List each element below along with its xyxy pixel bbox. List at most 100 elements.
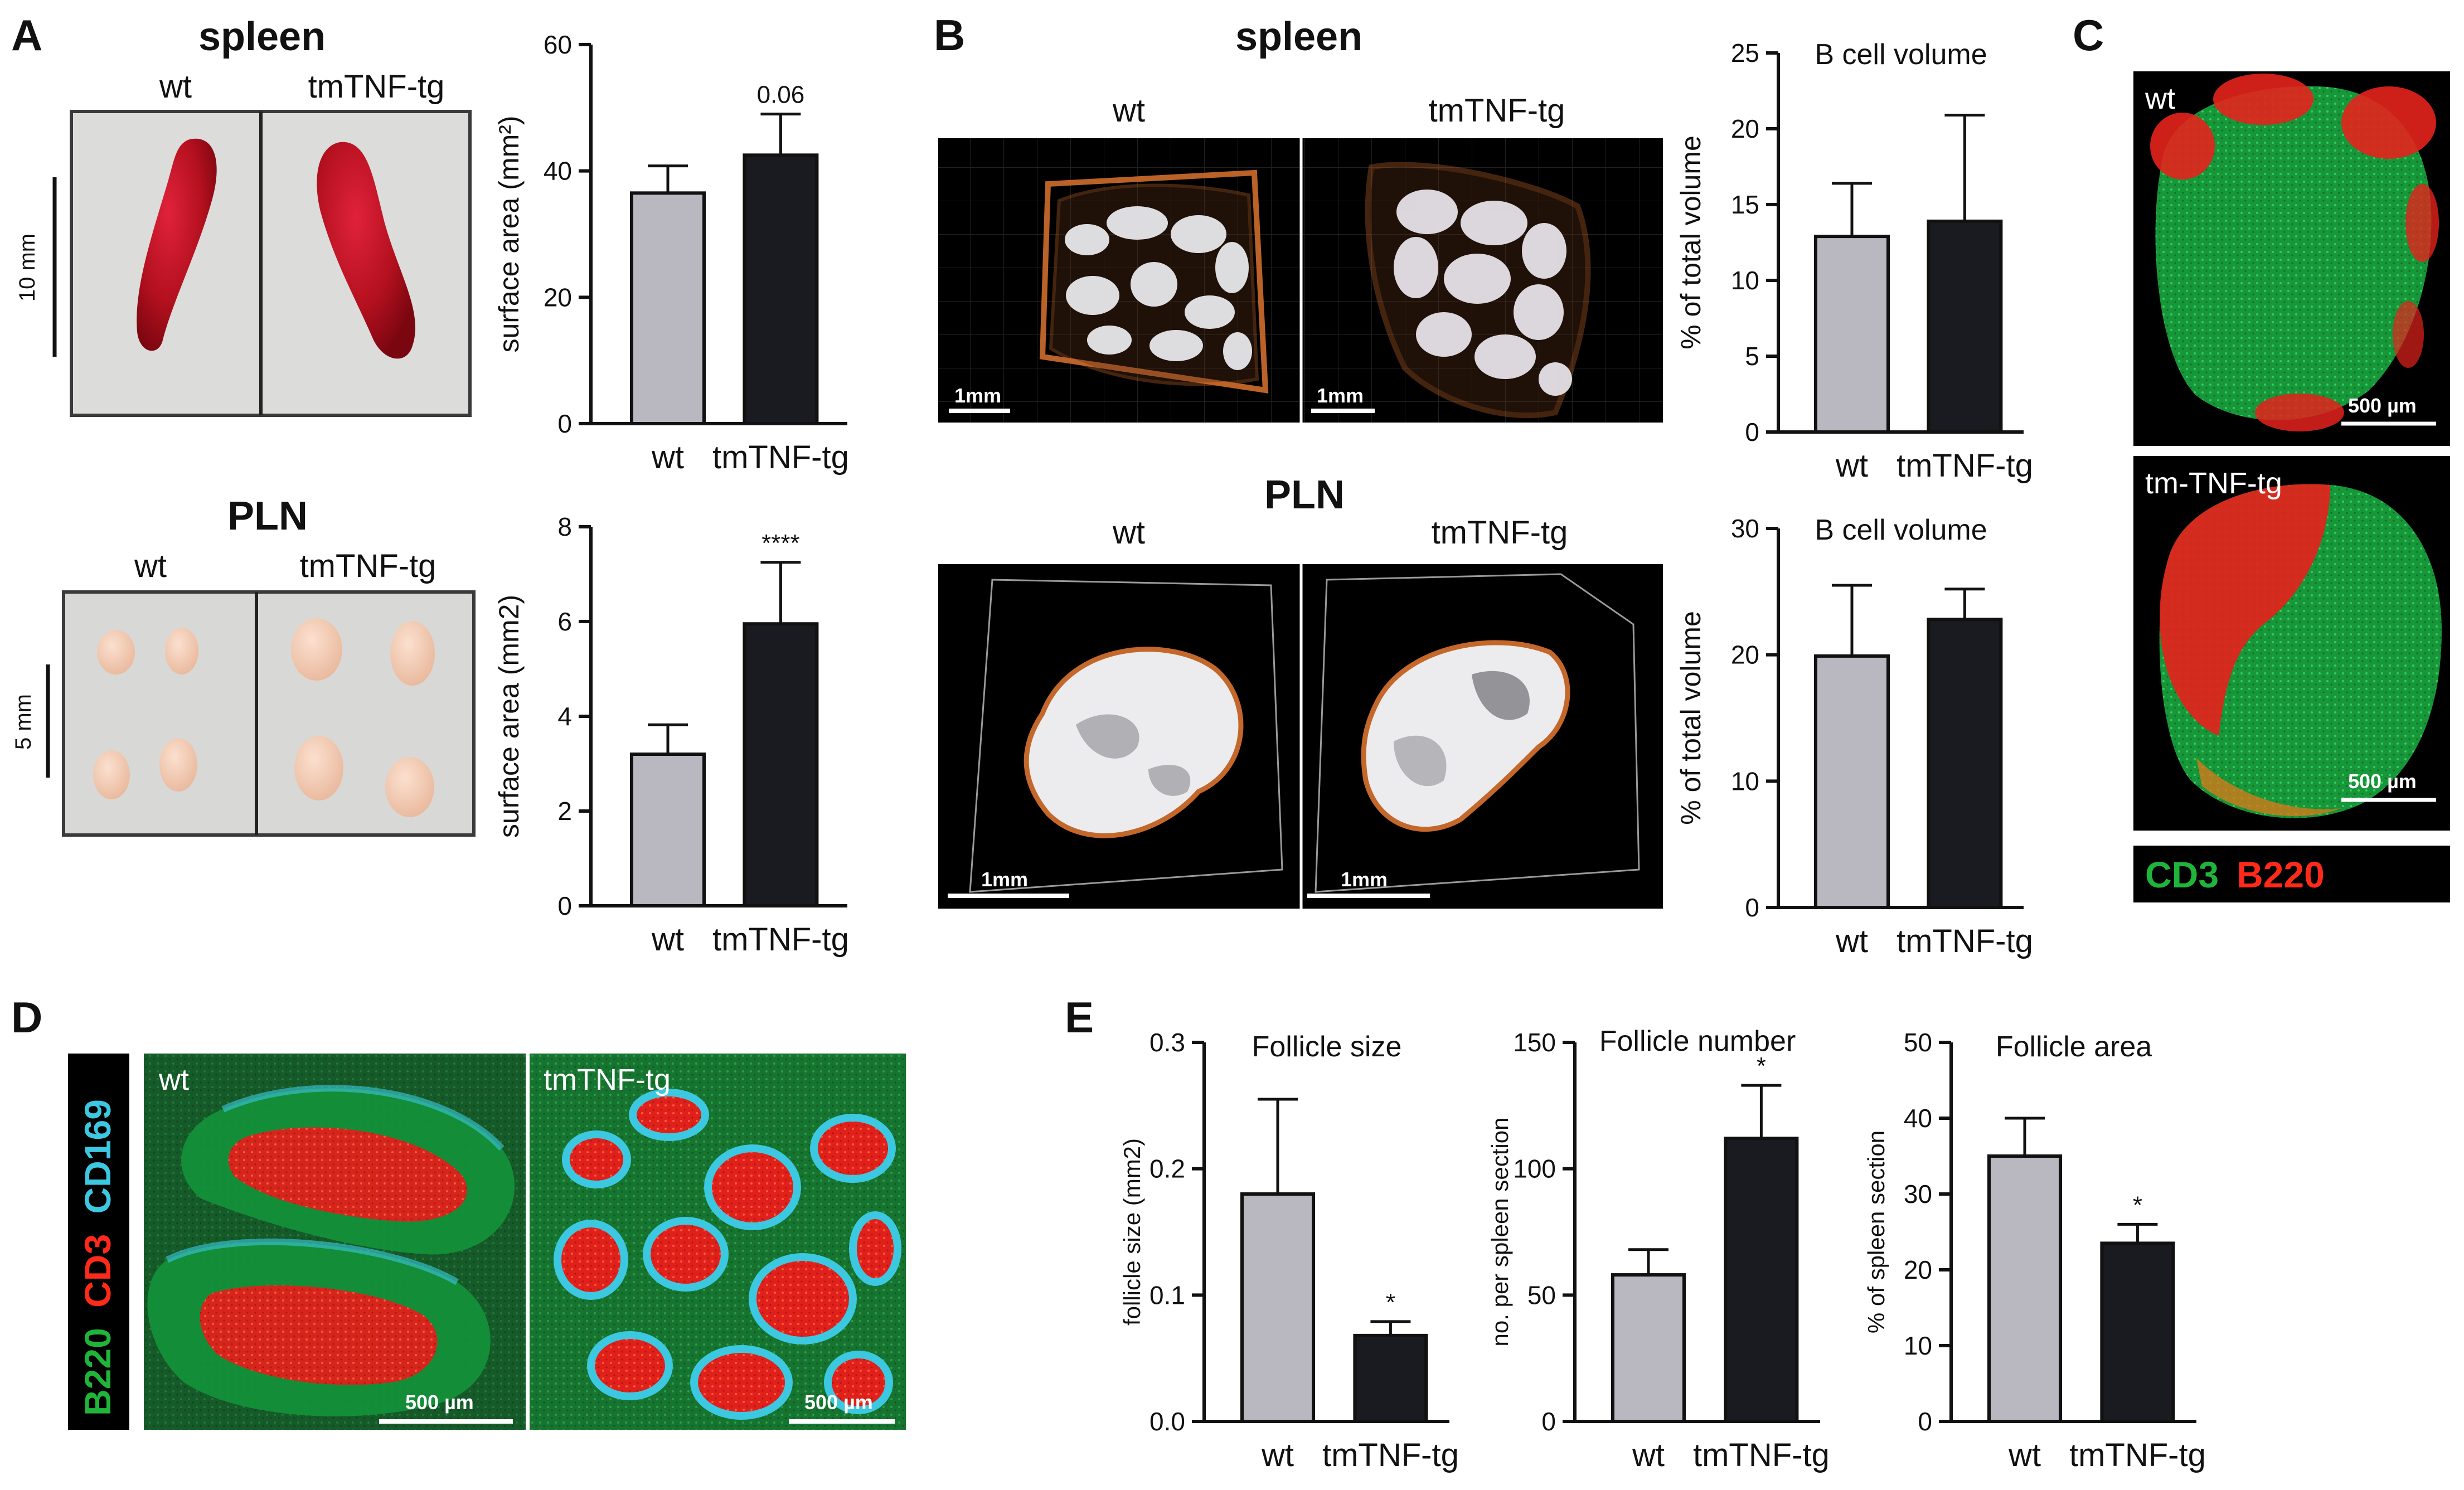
bar-0	[1814, 235, 1890, 434]
y-tick-label: 0	[557, 891, 572, 920]
chart-a-pln-surface-area: 0 2 4 6 8 surface area (mm2) wt tmTNF-tg ****	[493, 512, 849, 958]
y-tick-label: 0.1	[1149, 1280, 1185, 1309]
panel-d-wt-scale-label: 500 µm	[405, 1391, 474, 1414]
y-tick-label: 60	[544, 30, 572, 59]
panel-a-spleen-photo	[70, 110, 472, 417]
panel-c-bottom-scale-label: 500 µm	[2348, 770, 2417, 793]
panel-a-spleen-scalebar: 10 mm	[15, 177, 57, 357]
x-tick-label: tmTNF-tg	[712, 439, 849, 475]
x-tick-label: tmTNF-tg	[1896, 923, 2033, 959]
panel-c-bottom-label: tm-TNF-tg	[2145, 467, 2282, 500]
x-tick-label: wt	[2008, 1437, 2041, 1473]
panel-letter-e: E	[1065, 993, 1094, 1042]
y-tick-label: 0	[1541, 1407, 1556, 1436]
panel-b-pln-wt-scale-label: 1mm	[981, 868, 1028, 891]
chart-title: Follicle number	[1599, 1025, 1796, 1057]
y-tick-label: 4	[557, 702, 572, 731]
y-tick-label: 10	[1904, 1331, 1932, 1360]
panel-a-pln-scale-label: 5 mm	[11, 694, 36, 750]
panel-a-spleen-title: spleen	[198, 14, 326, 59]
y-tick-label: 25	[1731, 38, 1759, 67]
panel-letter-d: D	[11, 993, 42, 1042]
y-axis-label: surface area (mm²)	[493, 115, 525, 352]
panel-c-top-label: wt	[2145, 82, 2175, 115]
bar-1	[1353, 1333, 1428, 1424]
y-axis-label: % of spleen section	[1863, 1130, 1889, 1333]
y-axis-label: no. per spleen section	[1487, 1118, 1513, 1347]
bar-0	[630, 191, 706, 425]
y-tick-label: 50	[1904, 1028, 1932, 1057]
y-tick-label: 0	[1918, 1407, 1932, 1436]
y-tick-label: 20	[544, 283, 572, 312]
y-tick-label: 15	[1731, 190, 1759, 219]
x-tick-label: tmTNF-tg	[712, 921, 849, 958]
x-tick-label: wt	[1835, 923, 1868, 959]
bar-1	[2100, 1241, 2175, 1423]
panel-a-pln-col-tg: tmTNF-tg	[300, 548, 436, 584]
y-axis-label: % of total volume	[1675, 135, 1706, 350]
x-tick-label: wt	[1261, 1437, 1294, 1473]
significance-annotation: *	[1386, 1289, 1395, 1316]
panel-a-spleen-col-wt: wt	[159, 69, 192, 105]
panel-b-spleen-tg-scale-label: 1mm	[1317, 384, 1364, 407]
y-axis-label: follicle size (mm2)	[1119, 1138, 1145, 1326]
x-tick-label: tmTNF-tg	[1693, 1437, 1830, 1473]
y-tick-label: 10	[1731, 766, 1759, 795]
bar-0	[1611, 1273, 1686, 1423]
panel-b-spleen-wt-scale-label: 1mm	[954, 384, 1001, 407]
panel-a-pln-photo	[62, 590, 476, 837]
panel-a-pln-col-wt: wt	[134, 548, 167, 584]
chart-title: Follicle area	[1996, 1031, 2152, 1063]
y-tick-label: 5	[1745, 342, 1759, 371]
panel-d-stain-cd3: CD3	[77, 1234, 118, 1308]
bar-0	[1240, 1192, 1315, 1423]
y-tick-label: 8	[557, 512, 572, 541]
bar-0	[630, 753, 706, 907]
x-tick-label: wt	[1835, 448, 1868, 484]
y-tick-label: 40	[1904, 1104, 1932, 1133]
panel-a-spleen-col-tg: tmTNF-tg	[308, 69, 445, 105]
panel-a-spleen-scale-label: 10 mm	[15, 234, 40, 302]
panel-b-pln-col-wt: wt	[1112, 515, 1145, 551]
y-axis-label: % of total volume	[1675, 611, 1706, 825]
bar-1	[743, 622, 819, 907]
y-tick-label: 50	[1527, 1280, 1556, 1309]
y-tick-label: 0.2	[1149, 1154, 1185, 1183]
panel-d-tg-scale-label: 500 µm	[804, 1391, 873, 1414]
bar-1	[1724, 1137, 1799, 1424]
panel-b-pln-col-tg: tmTNF-tg	[1432, 515, 1568, 551]
chart-e-follicle-area: 0 10 20 30 40 50 % of spleen section Follicle a…	[1863, 1028, 2206, 1473]
bar-0	[1814, 654, 1890, 910]
panel-c-legend-cd3: CD3	[2145, 854, 2219, 895]
panel-c-legend: CD3 B220	[2133, 846, 2450, 902]
chart-a-spleen-surface-area: 0 20 40 60 surface area (mm²) wt tmTNF-tg 0.06	[493, 30, 849, 475]
y-tick-label: 20	[1731, 640, 1759, 669]
x-tick-label: wt	[651, 921, 684, 958]
panel-b-pln-3d-render: 1mm 1mm	[938, 564, 1663, 909]
panel-c-wt-micrograph: wt 500 µm	[2133, 71, 2450, 446]
x-tick-label: wt	[651, 439, 684, 475]
panel-letter-a: A	[11, 11, 42, 60]
y-tick-label: 20	[1904, 1255, 1932, 1284]
bar-1	[743, 153, 819, 425]
y-tick-label: 0.0	[1149, 1407, 1185, 1436]
y-tick-label: 0.3	[1149, 1028, 1185, 1057]
panel-b-pln-title: PLN	[1264, 473, 1345, 517]
y-tick-label: 0	[1745, 418, 1759, 446]
panel-b-spleen-3d-render: 1mm 1mm	[938, 138, 1663, 423]
bar-1	[1927, 618, 2003, 909]
significance-annotation: 0.06	[757, 81, 805, 109]
panel-d-label-wt: wt	[158, 1063, 189, 1096]
panel-letter-b: B	[934, 11, 965, 60]
panel-letter-c: C	[2073, 11, 2104, 60]
svg-text:B220 CD3 CD169: B220 CD3 CD169	[77, 1099, 118, 1416]
y-tick-label: 20	[1731, 114, 1759, 143]
bar-1	[1927, 219, 2003, 434]
y-tick-label: 100	[1513, 1154, 1556, 1183]
panel-c-tg-micrograph: tm-TNF-tg 500 µm	[2133, 456, 2450, 831]
y-tick-label: 6	[557, 607, 572, 636]
panel-d-stain-b220: B220	[77, 1328, 118, 1416]
chart-title: Follicle size	[1252, 1031, 1402, 1063]
panel-c-legend-b220: B220	[2237, 854, 2325, 895]
panel-a-pln-title: PLN	[227, 494, 308, 538]
